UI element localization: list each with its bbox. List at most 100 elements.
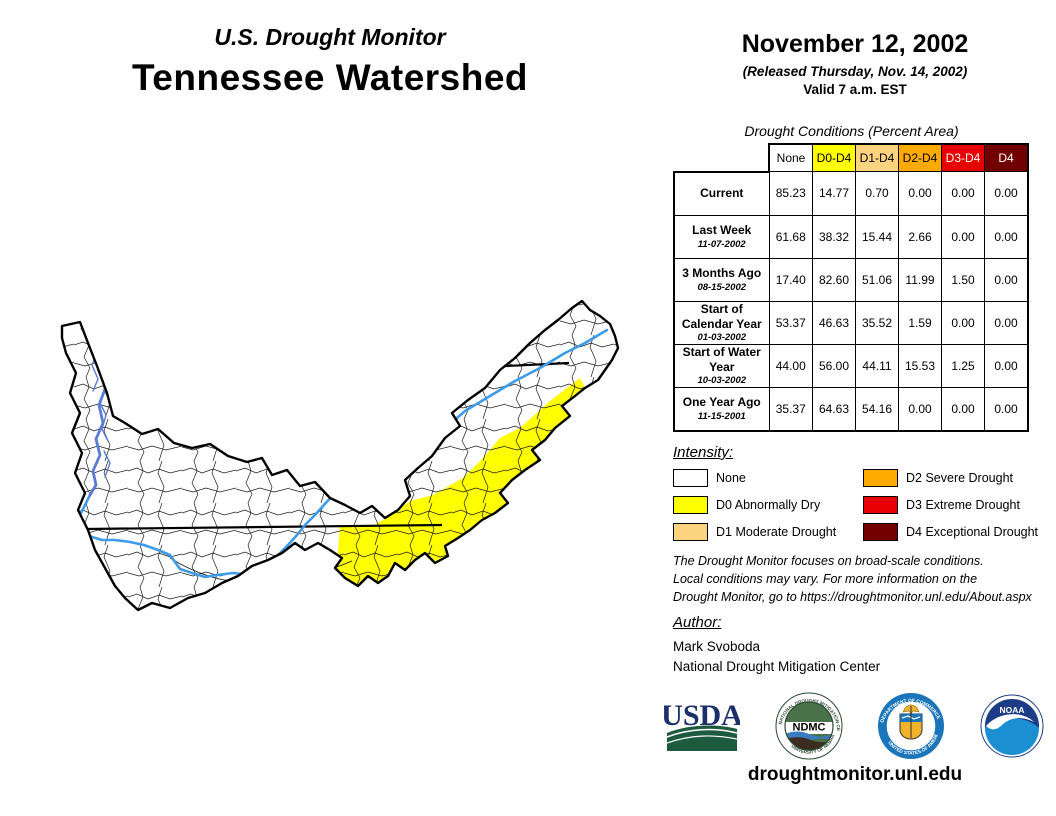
ndmc-logo-icon: NATIONAL DROUGHT MITIGATION CENTER UNIVE…: [775, 692, 843, 760]
ndmc-text: NDMC: [792, 722, 825, 734]
legend-item-d2: D2 Severe Drought: [863, 469, 1038, 487]
report-title: U.S. Drought Monitor: [214, 24, 446, 50]
row-label: Start of Water Year: [682, 344, 761, 374]
cell-value: 0.00: [984, 386, 1029, 432]
col-header-none: None: [768, 143, 813, 172]
drought-monitor-link[interactable]: droughtmonitor.unl.edu: [747, 764, 963, 785]
cell-value: 1.25: [941, 343, 985, 388]
d0-swatch: [673, 496, 708, 514]
map-date: November 12, 2002: [741, 30, 969, 58]
legend-label: D2 Severe Drought: [906, 471, 1014, 485]
table-row: Start of Water Year 10-03-2002 44.00 56.0…: [673, 343, 1029, 388]
footer-url: droughtmonitor.unl.edu: [660, 764, 1050, 786]
author-name: Mark Svoboda: [673, 639, 761, 654]
noaa-logo-icon: NOAA: [980, 694, 1044, 758]
legend-item-none: None: [673, 469, 851, 487]
d1-swatch: [673, 523, 708, 541]
cell-value: 51.06: [855, 257, 899, 302]
county-boundaries: [62, 301, 618, 610]
cell-value: 61.68: [768, 214, 813, 259]
author-block: Author: Mark Svoboda National Drought Mi…: [673, 614, 880, 674]
disclaimer-line: Local conditions may vary. For more info…: [673, 572, 978, 587]
legend-item-d4: D4 Exceptional Drought: [863, 523, 1038, 541]
cell-value: 2.66: [898, 214, 942, 259]
cell-value: 44.11: [855, 343, 899, 388]
legend-item-d1: D1 Moderate Drought: [673, 523, 851, 541]
table-row: One Year Ago 11-15-2001 35.37 64.63 54.16…: [673, 386, 1029, 432]
noaa-text: NOAA: [999, 705, 1024, 715]
disclaimer-line: Drought Monitor, go to https://droughtmo…: [673, 590, 1032, 605]
row-label: Last Week: [692, 223, 752, 238]
table-title: Drought Conditions (Percent Area): [744, 123, 959, 139]
d3-swatch: [863, 496, 898, 514]
cell-value: 1.59: [898, 300, 942, 345]
drought-conditions-table: None D0-D4 D1-D4 D2-D4 D3-D4 D4 Current …: [673, 143, 1029, 432]
col-header-d1d4: D1-D4: [855, 143, 899, 172]
col-header-d4: D4: [984, 143, 1029, 172]
col-header-d3d4: D3-D4: [941, 143, 985, 172]
d4-swatch: [863, 523, 898, 541]
legend-label: None: [716, 471, 746, 485]
table-row: Current 85.23 14.77 0.70 0.00 0.00 0.00: [673, 170, 1029, 216]
cell-value: 56.00: [812, 343, 856, 388]
none-swatch: [673, 469, 708, 487]
author-organization: National Drought Mitigation Center: [673, 659, 881, 674]
legend-label: D1 Moderate Drought: [716, 525, 837, 539]
legend-item-d0: D0 Abnormally Dry: [673, 496, 851, 514]
tennessee-watershed-map-svg: [60, 299, 620, 612]
cell-value: 35.37: [768, 386, 813, 432]
region-title: Tennessee Watershed: [131, 57, 529, 98]
cell-value: 82.60: [812, 257, 856, 302]
legend-label: D0 Abnormally Dry: [716, 498, 821, 512]
table-row: Start of Calendar Year 01-03-2002 53.37 4…: [673, 300, 1029, 345]
col-header-d2d4: D2-D4: [898, 143, 942, 172]
cell-value: 15.44: [855, 214, 899, 259]
cell-value: 46.63: [812, 300, 856, 345]
table-header-row: None D0-D4 D1-D4 D2-D4 D3-D4 D4: [674, 143, 1029, 172]
row-label: One Year Ago: [682, 395, 761, 410]
row-date: 11-07-2002: [697, 238, 746, 250]
intensity-legend: Intensity: None D0 Abnormally Dry D1 Mod…: [673, 444, 1043, 541]
row-label: Current: [700, 186, 744, 201]
release-block: November 12, 2002 (Released Thursday, No…: [660, 30, 1050, 97]
row-date: 01-03-2002: [697, 332, 747, 344]
tennessee-river: [75, 328, 609, 579]
cell-value: 0.00: [898, 171, 942, 216]
row-date: 11-15-2001: [697, 410, 746, 422]
legend-item-d3: D3 Extreme Drought: [863, 496, 1038, 514]
cell-value: 0.00: [941, 171, 985, 216]
author-title: Author:: [673, 614, 722, 631]
row-label: Start of Calendar Year: [681, 301, 762, 331]
row-label: 3 Months Ago: [682, 266, 762, 281]
cell-value: 1.50: [941, 257, 985, 302]
table-corner-cell: [674, 144, 769, 172]
watershed-map: [20, 293, 680, 618]
cell-value: 35.52: [855, 300, 899, 345]
table-row: 3 Months Ago 08-15-2002 17.40 82.60 51.06…: [673, 257, 1029, 302]
cell-value: 38.32: [812, 214, 856, 259]
disclaimer-text: The Drought Monitor focuses on broad-sca…: [673, 552, 1032, 606]
cell-value: 0.00: [984, 257, 1029, 302]
cell-value: 53.37: [768, 300, 813, 345]
cell-value: 0.00: [984, 214, 1029, 259]
map-title-block: U.S. Drought Monitor Tennessee Watershed: [40, 24, 620, 99]
release-date-note: (Released Thursday, Nov. 14, 2002): [742, 64, 968, 79]
agency-logos: USDA NATIONAL DROUGHT MITIGATION CENTER …: [664, 692, 1044, 760]
valid-time: Valid 7 a.m. EST: [803, 82, 907, 97]
cell-value: 0.00: [984, 343, 1029, 388]
cell-value: 0.00: [941, 386, 985, 432]
cell-value: 54.16: [855, 386, 899, 432]
cell-value: 64.63: [812, 386, 856, 432]
cell-value: 0.00: [898, 386, 942, 432]
legend-title: Intensity:: [673, 444, 734, 461]
cell-value: 15.53: [898, 343, 942, 388]
usda-logo-icon: USDA: [664, 699, 740, 751]
disclaimer-line: The Drought Monitor focuses on broad-sca…: [673, 554, 984, 568]
cell-value: 0.70: [855, 171, 899, 216]
d2-swatch: [863, 469, 898, 487]
watershed-outline: [60, 299, 620, 612]
legend-label: D3 Extreme Drought: [906, 498, 1020, 512]
legend-label: D4 Exceptional Drought: [906, 525, 1039, 539]
cell-value: 17.40: [768, 257, 813, 302]
